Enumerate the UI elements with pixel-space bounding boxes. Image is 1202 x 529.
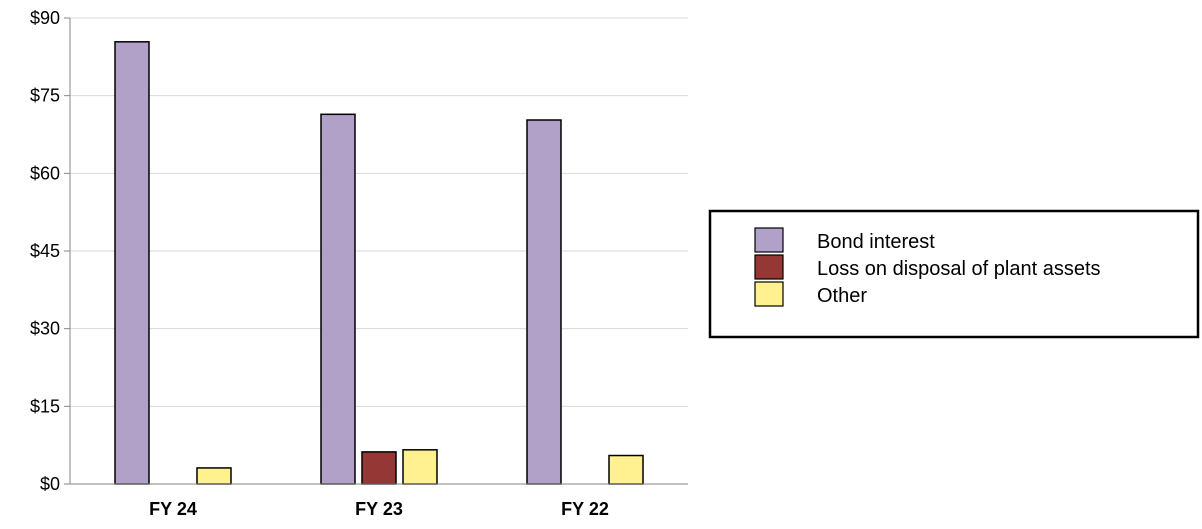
bar-bond-interest-fy-24 [114,41,150,485]
x-category-label: FY 23 [355,499,403,519]
legend-box [708,209,1200,339]
bar-other-fy-24 [196,467,232,485]
bar-other-fy-22 [608,454,644,485]
bar-bond-interest-fy-22 [526,119,562,485]
x-category-label: FY 22 [561,499,609,519]
y-tick-label: $45 [30,241,60,261]
bar-bond-interest-fy-23 [320,113,356,485]
legend-label: Other [817,285,867,307]
legend-swatch [754,227,784,253]
y-tick-label: $75 [30,86,60,106]
bar-loss-on-disposal-of-plant-assets-fy-23 [361,451,397,485]
bar-other-fy-23 [402,449,438,485]
legend-swatch [754,281,784,307]
x-axis: FY 24 FY 23 FY 22 [70,483,688,519]
y-tick-label: $30 [30,319,60,339]
bars [114,41,644,485]
y-tick-label: $90 [30,8,60,28]
x-category-label: FY 24 [149,499,197,519]
y-axis: $0 $15 $30 $45 $60 $75 $90 [30,8,71,494]
legend-label: Bond interest [817,231,935,253]
legend: Bond interest Loss on disposal of plant a… [708,209,1200,339]
gridlines [70,17,688,407]
y-tick-label: $15 [30,396,60,416]
legend-swatch [754,254,784,280]
legend-label: Loss on disposal of plant assets [817,258,1101,280]
y-tick-label: $0 [40,474,60,494]
y-tick-label: $60 [30,163,60,183]
